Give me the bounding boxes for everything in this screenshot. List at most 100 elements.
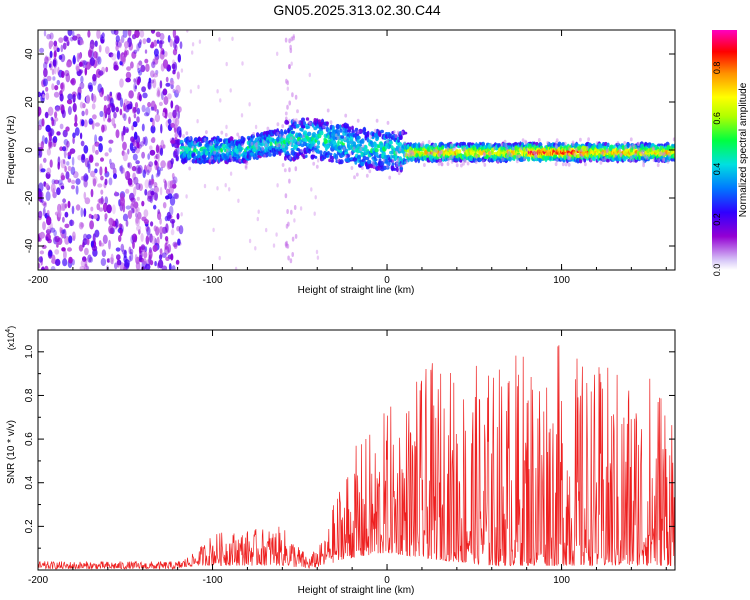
- spectrogram-cell: [97, 83, 103, 93]
- spectrogram-cell: [169, 180, 174, 189]
- spectrogram-cell: [98, 135, 103, 142]
- spectrogram-cell: [507, 142, 512, 146]
- spectrogram-cell: [63, 35, 68, 42]
- spectrogram-cell: [623, 141, 627, 145]
- spectrogram-cell: [288, 64, 291, 69]
- spectrogram-cell: [75, 185, 79, 195]
- spectrogram-cell: [79, 266, 86, 270]
- spectrogram-cell: [116, 254, 121, 261]
- spectrogram-cell: [355, 172, 359, 177]
- spectrogram-cell: [285, 78, 288, 84]
- spectrogram-cell: [88, 118, 94, 125]
- spectrogram-cell: [369, 134, 372, 139]
- spectrogram-cell: [225, 148, 229, 153]
- spectrogram-cell: [156, 109, 159, 115]
- spectrogram-ytick-label: -40: [24, 238, 35, 253]
- spectrogram-cell: [84, 67, 88, 76]
- spectrogram-cell: [218, 37, 221, 42]
- spectrogram-cell: [388, 175, 392, 180]
- spectrogram-cell: [156, 169, 161, 177]
- spectrogram-cell: [361, 138, 365, 144]
- spectrogram-cell: [294, 166, 298, 172]
- colorbar-label: Normalized spectral amplitude: [738, 82, 749, 217]
- spectrogram-cell: [53, 44, 58, 52]
- spectrogram-cell: [157, 166, 161, 175]
- snr-xtick-label: -100: [203, 575, 223, 586]
- spectrogram-cell: [291, 252, 295, 257]
- spectrogram-cell: [216, 186, 219, 191]
- spectrogram-cell: [151, 136, 156, 144]
- spectrogram-cell: [42, 93, 45, 99]
- spectrogram-cell: [159, 186, 163, 196]
- spectrogram-cell: [54, 249, 60, 255]
- spectrogram-cell: [584, 162, 587, 167]
- spectrogram-cell: [162, 144, 166, 149]
- spectrogram-cell: [136, 116, 140, 123]
- spectrogram-cell: [119, 60, 123, 66]
- spectrogram-cell: [601, 151, 604, 156]
- spectrogram-cell: [140, 244, 146, 251]
- spectrogram-cell: [188, 136, 192, 141]
- spectrogram-cell: [408, 149, 412, 154]
- spectrogram-cell: [59, 123, 64, 130]
- spectrogram-cell: [95, 149, 99, 155]
- spectrogram-cell: [305, 117, 310, 121]
- spectrogram-cell: [360, 161, 365, 167]
- spectrogram-cell: [218, 255, 221, 261]
- spectrogram-cell: [82, 241, 85, 248]
- spectrogram-cell: [411, 152, 415, 157]
- spectrogram-cell: [606, 142, 610, 148]
- spectrogram-cell: [155, 144, 160, 154]
- spectrogram-cell: [83, 191, 87, 200]
- spectrogram-cell: [153, 181, 158, 188]
- spectrogram-cell: [93, 213, 98, 220]
- spectrogram-cell: [196, 119, 199, 124]
- spectrogram-cell: [308, 72, 311, 78]
- spectrogram-cell: [181, 148, 185, 152]
- spectrogram-cell: [323, 144, 327, 148]
- spectrogram-cell: [177, 110, 181, 119]
- spectrogram-cell: [62, 42, 67, 50]
- colorbar-tick-label: 0.2: [712, 213, 722, 226]
- spectrogram-cell: [80, 222, 85, 228]
- spectrogram-cell: [111, 105, 116, 113]
- spectrogram-cell: [121, 249, 127, 255]
- spectrogram-cell: [92, 114, 97, 120]
- spectrogram-cell: [66, 99, 73, 105]
- spectrogram-cell: [141, 86, 147, 93]
- spectrogram-cell: [60, 175, 66, 181]
- spectrogram-cell: [39, 250, 45, 255]
- spectrogram-cell: [433, 143, 436, 148]
- spectrogram-cell: [301, 121, 304, 126]
- spectrogram-cell: [294, 94, 298, 100]
- spectrogram-cell: [149, 145, 153, 150]
- spectrogram-cell: [39, 47, 45, 54]
- spectrogram-cell: [144, 179, 150, 189]
- spectrogram-cell: [555, 140, 558, 145]
- spectrogram-cell: [213, 150, 217, 155]
- spectrogram-cell: [154, 160, 158, 166]
- spectrogram-cell: [230, 145, 234, 150]
- spectrogram-cell: [46, 75, 52, 82]
- spectrogram-cell: [90, 206, 94, 212]
- spectrogram-cell: [83, 233, 88, 241]
- spectrogram-cell: [156, 87, 161, 95]
- spectrogram-cell: [96, 203, 101, 211]
- spectrogram-cell: [546, 141, 550, 145]
- spectrogram-cell: [446, 146, 450, 151]
- spectrogram-cell: [72, 231, 76, 241]
- spectrogram-cell: [144, 58, 149, 64]
- spectrogram-cell: [289, 141, 293, 146]
- spectrogram-cell: [282, 144, 285, 149]
- spectrogram-cell: [507, 150, 511, 155]
- spectrogram-cell: [378, 131, 382, 137]
- spectrogram-cell: [525, 147, 529, 152]
- spectrogram-cell: [218, 149, 221, 154]
- spectrogram-cell: [134, 102, 139, 109]
- spectrogram-cell: [92, 176, 98, 184]
- spectrogram-cell: [94, 134, 98, 144]
- spectrogram-cell: [136, 78, 140, 86]
- spectrogram-cell: [123, 113, 127, 121]
- spectrogram-cell: [281, 163, 285, 167]
- spectrogram-cell: [109, 257, 115, 263]
